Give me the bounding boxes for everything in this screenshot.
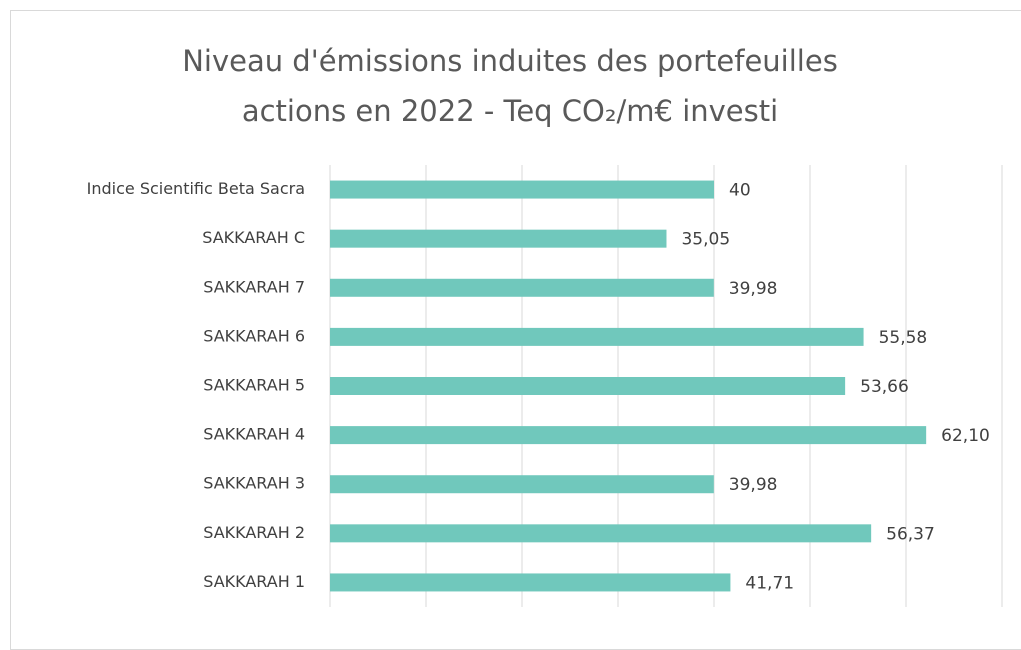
y-tick-label: SAKKARAH 6 — [203, 326, 305, 345]
bar — [330, 524, 872, 543]
y-tick-label: SAKKARAH C — [202, 228, 305, 247]
data-label: 55,58 — [879, 328, 928, 348]
y-tick-label: SAKKARAH 5 — [203, 376, 305, 395]
data-label: 39,98 — [729, 475, 778, 495]
data-label: 53,66 — [860, 377, 909, 397]
bar — [330, 229, 667, 248]
chart: Indice Scientific Beta Sacra 40 SAKKARAH C… — [87, 165, 1003, 607]
data-label: 41,71 — [745, 573, 794, 593]
data-label: 35,05 — [681, 230, 730, 250]
y-tick-label: SAKKARAH 4 — [203, 425, 305, 444]
bar — [330, 475, 714, 494]
bar — [330, 180, 714, 199]
y-tick-label: SAKKARAH 3 — [203, 474, 305, 493]
data-label: 56,37 — [886, 524, 935, 544]
data-label: 39,98 — [729, 279, 778, 299]
page: Niveau d'émissions induites des portefeu… — [10, 10, 1021, 650]
bar — [330, 278, 714, 297]
data-label: 40 — [729, 181, 751, 201]
y-tick-label: SAKKARAH 2 — [203, 523, 305, 542]
bar — [330, 377, 846, 395]
data-label: 62,10 — [941, 426, 990, 446]
bar — [330, 327, 864, 346]
y-tick-label: SAKKARAH 1 — [203, 572, 305, 591]
bar — [330, 573, 731, 592]
chart-title: Niveau d'émissions induites des portefeu… — [182, 44, 838, 128]
y-tick-label: SAKKARAH 7 — [203, 277, 305, 296]
bar — [330, 426, 927, 445]
y-tick-label: Indice Scientific Beta Sacra — [87, 179, 305, 198]
